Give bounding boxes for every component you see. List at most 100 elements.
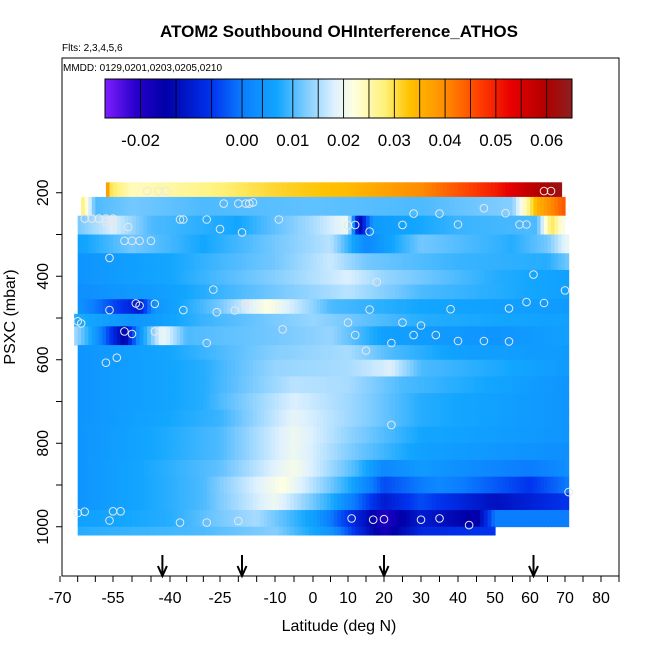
heat-cell xyxy=(267,284,272,300)
heat-cell xyxy=(537,284,542,300)
heat-cell xyxy=(256,326,261,346)
heat-cell xyxy=(344,426,349,444)
heat-cell xyxy=(323,426,328,444)
heat-cell xyxy=(547,393,552,411)
heat-cell xyxy=(565,476,570,494)
heat-cell xyxy=(264,443,269,461)
heat-cell xyxy=(206,476,211,494)
heat-cell xyxy=(558,215,563,235)
heat-cell xyxy=(102,510,107,528)
colorbar-cell xyxy=(174,79,176,118)
heat-cell xyxy=(282,345,287,361)
heat-cell xyxy=(316,443,321,461)
heat-cell xyxy=(275,493,280,511)
heat-cell xyxy=(502,510,507,528)
heat-cell xyxy=(143,443,148,461)
heat-cell xyxy=(109,393,114,411)
heat-cell xyxy=(190,510,194,528)
heat-cell xyxy=(290,359,295,377)
heat-cell xyxy=(170,253,174,271)
heat-cell xyxy=(491,459,496,478)
heat-cell xyxy=(186,526,191,536)
heat-cell xyxy=(124,326,129,346)
heat-cell xyxy=(395,182,400,198)
heat-cell xyxy=(435,443,441,461)
heat-cell xyxy=(249,326,254,346)
heat-cell xyxy=(278,443,284,461)
heat-cell xyxy=(413,426,418,444)
heat-cell xyxy=(102,359,107,377)
heat-cell xyxy=(498,196,503,217)
heat-cell xyxy=(242,526,247,536)
heat-cell xyxy=(238,393,243,411)
colorbar-cell xyxy=(115,79,117,118)
heat-cell xyxy=(206,182,211,198)
heat-cell xyxy=(316,196,321,217)
heat-cell xyxy=(223,253,228,271)
heat-cell xyxy=(120,393,125,411)
heat-cell xyxy=(544,443,549,461)
heat-cell xyxy=(166,426,171,444)
heat-cell xyxy=(505,269,510,285)
heat-cell xyxy=(124,510,129,528)
heat-cell xyxy=(158,234,163,254)
heat-cell xyxy=(380,526,385,536)
heat-cell xyxy=(558,345,563,361)
heat-cell xyxy=(402,426,407,444)
heat-cell xyxy=(158,393,163,411)
observation-point xyxy=(105,305,114,315)
heat-cell xyxy=(551,313,556,327)
heat-cell xyxy=(561,426,566,444)
heat-cell xyxy=(439,459,444,478)
heat-cell xyxy=(173,376,178,394)
colorbar-cell xyxy=(377,79,379,118)
heat-cell xyxy=(355,409,360,427)
heat-cell xyxy=(309,253,314,271)
heat-cell xyxy=(147,409,152,427)
colorbar-cell xyxy=(557,79,559,118)
heat-cell xyxy=(190,476,194,494)
colorbar-cell xyxy=(540,79,542,118)
heat-cell xyxy=(320,426,325,444)
heat-cell xyxy=(264,359,269,377)
heat-cell xyxy=(267,234,272,254)
heat-cell xyxy=(362,393,367,411)
heat-cell xyxy=(81,376,86,394)
heat-cell xyxy=(216,234,221,254)
heat-cell xyxy=(216,459,221,478)
heat-cell xyxy=(432,234,437,254)
heat-cell xyxy=(286,345,291,361)
heat-cell xyxy=(183,313,188,327)
heat-cell xyxy=(530,426,535,444)
heat-cell xyxy=(341,476,346,494)
heat-cell xyxy=(267,493,272,511)
heat-cell xyxy=(533,459,538,478)
heat-cell xyxy=(113,299,118,315)
heat-cell xyxy=(417,393,422,411)
heat-cell xyxy=(424,476,429,494)
heat-cell xyxy=(373,182,378,198)
heat-cell xyxy=(421,510,426,528)
heat-cell xyxy=(210,253,214,271)
heat-cell xyxy=(387,510,392,528)
heat-cell xyxy=(116,443,122,461)
heat-cell xyxy=(196,284,201,300)
heat-cell xyxy=(402,476,407,494)
heat-cell xyxy=(176,284,181,300)
y-tick-label: 200 xyxy=(35,179,52,206)
heat-cell xyxy=(561,409,566,427)
heat-cell xyxy=(443,409,448,427)
heat-cell xyxy=(487,359,492,377)
heat-cell xyxy=(526,196,531,217)
heat-cell xyxy=(505,345,510,361)
heat-cell xyxy=(162,215,167,235)
heat-cell xyxy=(249,359,254,377)
heat-cell xyxy=(98,493,103,511)
heat-cell xyxy=(380,493,385,511)
colorbar-cell xyxy=(110,79,112,118)
heat-cell xyxy=(446,510,452,528)
heat-cell xyxy=(249,234,254,254)
heat-cell xyxy=(387,326,392,346)
heat-cell xyxy=(297,376,303,394)
heat-cell xyxy=(398,409,404,427)
